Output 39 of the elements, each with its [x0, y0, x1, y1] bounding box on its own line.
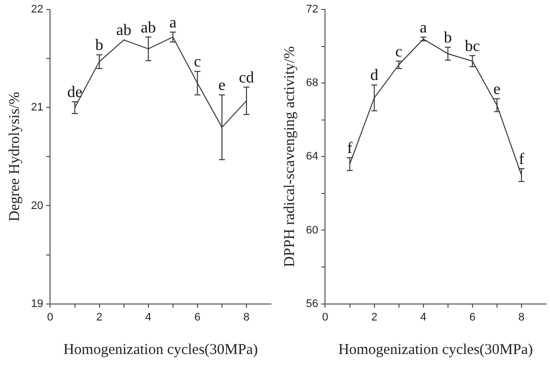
y-axis-title: DPPH radical-scavenging activity/%: [282, 46, 298, 268]
annotation: b: [95, 36, 104, 54]
x-axis-title: Homogenization cycles(30MPa): [63, 342, 258, 358]
y-tick-label: 22: [30, 4, 44, 16]
annotation: b: [444, 30, 452, 46]
x-tick-label: 6: [469, 311, 476, 324]
annotation: c: [395, 43, 402, 60]
annotation: c: [194, 54, 201, 71]
annotation: de: [67, 84, 82, 101]
x-axis-title: Homogenization cycles(30MPa): [338, 342, 533, 358]
annotation: ab: [140, 19, 156, 36]
y-tick-label: 21: [30, 102, 44, 114]
y-tick-label: 68: [306, 77, 318, 90]
annotation: bc: [464, 38, 480, 55]
annotation: f: [518, 150, 525, 168]
x-tick-label: 2: [96, 311, 102, 324]
y-tick-label: 64: [306, 150, 318, 163]
x-tick-label: 8: [243, 311, 250, 324]
x-tick-label: 4: [420, 311, 426, 324]
y-tick-label: 19: [30, 298, 44, 310]
x-tick-label: 2: [371, 311, 378, 324]
y-tick-label: 60: [306, 224, 318, 236]
y-tick-label: 56: [306, 298, 318, 310]
annotation: ab: [116, 22, 132, 40]
y-axis-title: Degree Hydrolysis/%: [6, 92, 23, 222]
annotation: e: [493, 80, 500, 98]
x-tick-label: 6: [194, 311, 200, 324]
annotation: cd: [238, 69, 254, 86]
annotation: f: [347, 140, 354, 157]
y-tick-label: 72: [306, 4, 318, 16]
annotation: e: [218, 77, 226, 94]
x-tick-label: 8: [518, 311, 525, 324]
annotation: a: [169, 14, 176, 32]
annotation: d: [370, 67, 378, 84]
annotation: a: [420, 19, 427, 36]
y-tick-label: 20: [30, 200, 44, 212]
x-tick-label: 0: [47, 311, 54, 324]
x-tick-label: 4: [145, 311, 152, 324]
x-tick-label: 0: [322, 311, 328, 324]
